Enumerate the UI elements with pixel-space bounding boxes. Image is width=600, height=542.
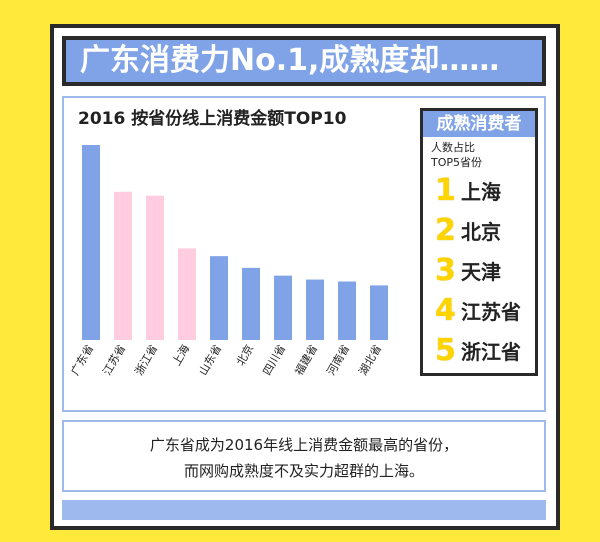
category-label-6: 北京 <box>233 342 256 368</box>
category-label-8: 福建省 <box>292 342 321 378</box>
rank-number: 4 <box>435 292 456 328</box>
rank-row-2: 2 北京 <box>423 210 535 250</box>
category-label-4: 上海 <box>169 342 192 368</box>
bar-10 <box>370 285 388 340</box>
rank-name: 北京 <box>461 219 501 244</box>
category-label-5: 山东省 <box>196 343 224 378</box>
legend-subtitle-line2: TOP5省份 <box>431 156 483 169</box>
rank-row-5: 5 浙江省 <box>423 330 535 370</box>
category-label-10: 湖北省 <box>356 343 384 378</box>
rank-row-4: 4 江苏省 <box>423 290 535 330</box>
bar-1 <box>82 145 100 340</box>
page-title: 广东消费力No.1,成熟度却…… <box>62 36 546 86</box>
legend-subtitle: 人数占比 TOP5省份 <box>423 137 535 170</box>
bar-2 <box>114 191 132 340</box>
rank-name: 上海 <box>461 179 501 204</box>
category-label-9: 河南省 <box>324 343 352 378</box>
rank-name: 浙江省 <box>461 339 521 364</box>
footer-text-line1: 广东省成为2016年线上消费金额最高的省份， <box>149 436 459 454</box>
footer-text-line2: 而网购成熟度不及实力超群的上海。 <box>183 462 424 480</box>
category-label-2: 江苏省 <box>100 343 128 378</box>
rank-name: 江苏省 <box>461 299 521 324</box>
category-label-1: 广东省 <box>68 343 96 378</box>
category-label-3: 浙江省 <box>132 343 160 378</box>
rank-number: 2 <box>435 212 456 248</box>
rank-number: 3 <box>435 252 456 288</box>
rank-row-3: 3 天津 <box>423 250 535 290</box>
rank-number: 5 <box>435 332 456 368</box>
category-label-7: 四川省 <box>260 343 288 378</box>
rank-name: 天津 <box>461 259 501 284</box>
bar-8 <box>306 279 324 340</box>
chart-title: 2016 按省份线上消费金额TOP10 <box>78 109 347 129</box>
bar-5 <box>210 256 228 340</box>
bar-3 <box>146 195 164 340</box>
legend-subtitle-line1: 人数占比 <box>431 141 475 154</box>
legend-panel: 成熟消费者 人数占比 TOP5省份 1 上海 2 北京 3 天津 4 江苏省 5… <box>420 108 538 376</box>
rank-number: 1 <box>435 172 456 208</box>
bar-4 <box>178 248 196 340</box>
bottom-bar <box>62 500 546 520</box>
rank-row-1: 1 上海 <box>423 170 535 210</box>
bar-7 <box>274 275 292 340</box>
footer-frame <box>62 420 546 492</box>
bar-6 <box>242 267 260 340</box>
bar-chart: 广东省 江苏省 浙江省 上海 山东省 北京 四川省 福建省 河南省 湖北省 <box>68 145 388 378</box>
bar-9 <box>338 281 356 340</box>
legend-title: 成熟消费者 <box>423 111 535 137</box>
